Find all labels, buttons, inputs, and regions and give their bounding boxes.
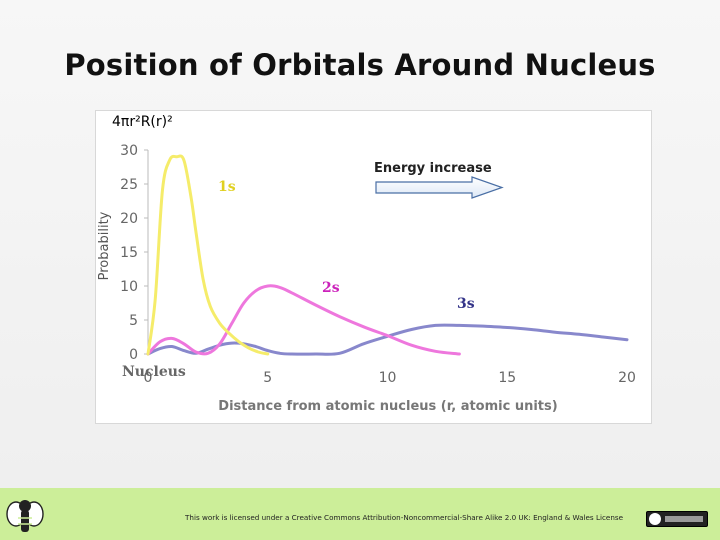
y-expression-text: 4πr²R(r)²	[112, 114, 173, 130]
chart-area	[95, 110, 652, 424]
y-axis-label: Probability	[97, 211, 112, 280]
bee-logo-icon	[6, 500, 44, 532]
nucleus-label: Nucleus	[122, 364, 186, 380]
series-group	[146, 154, 629, 356]
x-tick-label: 10	[379, 370, 397, 386]
energy-arrow-icon	[375, 176, 504, 199]
cc-icon	[649, 513, 661, 525]
y-tick-label: 0	[129, 347, 138, 363]
series-label-2s: 2s	[322, 280, 340, 296]
y-tick-group: 0 5 10 15 20 25 30	[120, 143, 148, 363]
y-tick-label: 5	[129, 313, 138, 329]
license-text: This work is licensed under a Creative C…	[185, 513, 624, 522]
series-label-3s: 3s	[457, 296, 475, 312]
x-tick-label: 0	[144, 370, 153, 386]
series-label-group: 1s 2s 3s	[218, 179, 475, 312]
x-tick-group: 0 5 10 15 20	[144, 370, 636, 386]
y-tick-label: 10	[120, 279, 138, 295]
slide-title: Position of Orbitals Around Nucleus	[64, 48, 656, 82]
footer-bar	[0, 488, 720, 540]
cc-badge-bar	[665, 516, 703, 522]
series-line-1s	[146, 154, 270, 356]
y-tick-label: 15	[120, 245, 138, 261]
energy-increase-label: Energy increase	[374, 161, 492, 176]
series-label-1s: 1s	[218, 179, 236, 195]
y-tick-label: 20	[120, 211, 138, 227]
series-line-2s	[146, 284, 461, 356]
y-tick-label: 30	[120, 143, 138, 159]
x-tick-label: 5	[263, 370, 272, 386]
x-tick-label: 20	[618, 370, 636, 386]
y-tick-label: 25	[120, 177, 138, 193]
creative-commons-badge[interactable]	[646, 511, 708, 527]
x-axis-label: Distance from atomic nucleus (r, atomic …	[218, 399, 557, 414]
x-tick-label: 15	[498, 370, 516, 386]
series-line-3s	[146, 323, 629, 356]
y-expression-label: 4πr²R(r)²	[112, 114, 173, 130]
